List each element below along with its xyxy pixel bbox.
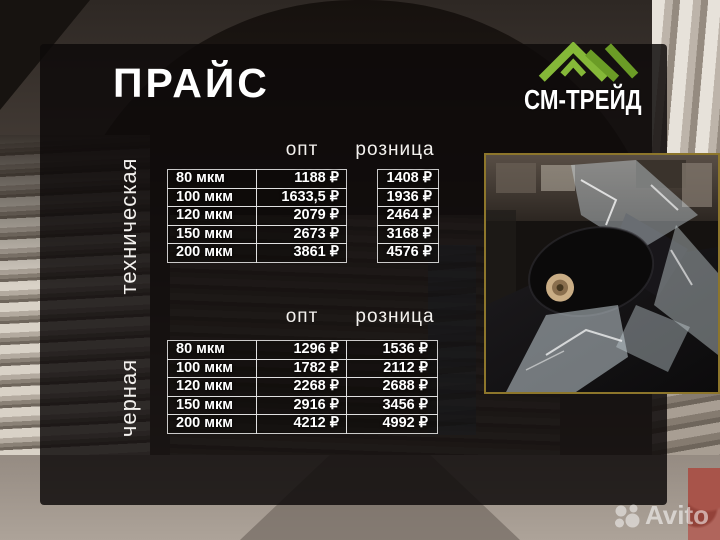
column-header-opt: опт [285,306,319,327]
page-title: ПРАЙС [113,60,270,106]
retail-price-cell: 2112 ₽ [346,358,438,378]
company-name: СМ-ТРЕЙД [524,84,642,115]
table-row: 200 мкм 3861 ₽ 4576 ₽ [167,243,440,263]
product-photo-black-film-roll [484,153,720,394]
opt-price-cell: 4212 ₽ [256,414,347,434]
retail-price-cell: 2464 ₽ [377,206,439,226]
opt-price-cell: 3861 ₽ [256,243,347,263]
retail-price-cell: 4576 ₽ [377,243,439,263]
avito-logo-icon [615,504,640,527]
thickness-cell: 100 мкм [167,358,257,378]
column-header-retail: розница [355,139,435,160]
thickness-cell: 80 мкм [167,169,257,189]
price-table: 80 мкм 1296 ₽ 1536 ₽ 100 мкм 1782 ₽ 2112… [167,340,440,434]
retail-price-cell: 1936 ₽ [377,187,439,207]
retail-price-cell: 2688 ₽ [346,377,438,397]
thickness-cell: 100 мкм [167,187,257,207]
thickness-cell: 80 мкм [167,340,257,360]
thickness-cell: 150 мкм [167,224,257,244]
opt-price-cell: 1782 ₽ [256,358,347,378]
retail-price-cell: 1408 ₽ [377,169,439,189]
black-film-roll-illustration [486,155,718,392]
opt-price-cell: 2079 ₽ [256,206,347,226]
opt-price-cell: 2673 ₽ [256,224,347,244]
opt-price-cell: 1633,5 ₽ [256,187,347,207]
table-row: 120 мкм 2079 ₽ 2464 ₽ [167,206,440,226]
retail-price-cell: 4992 ₽ [346,414,438,434]
thickness-cell: 200 мкм [167,414,257,434]
column-header-opt: опт [285,139,319,160]
opt-price-cell: 1188 ₽ [256,169,347,189]
company-logo: СМ-ТРЕЙД [524,42,666,116]
table-row: 100 мкм 1782 ₽ 2112 ₽ [167,358,440,378]
opt-price-cell: 1296 ₽ [256,340,347,360]
price-table: 80 мкм 1188 ₽ 1408 ₽ 100 мкм 1633,5 ₽ 19… [167,169,440,263]
opt-price-cell: 2268 ₽ [256,377,347,397]
table-row: 120 мкм 2268 ₽ 2688 ₽ [167,377,440,397]
section-label-technical: техническая [116,157,141,295]
table-row: 80 мкм 1296 ₽ 1536 ₽ [167,340,440,360]
table-row: 150 мкм 2673 ₽ 3168 ₽ [167,224,440,244]
watermark: Avito [612,500,709,531]
section-label-black: черная [116,358,141,438]
green-roofs-icon [538,42,639,82]
table-row: 200 мкм 4212 ₽ 4992 ₽ [167,414,440,434]
retail-price-cell: 1536 ₽ [346,340,438,360]
table-row: 150 мкм 2916 ₽ 3456 ₽ [167,395,440,415]
table-row: 80 мкм 1188 ₽ 1408 ₽ [167,169,440,189]
thickness-cell: 120 мкм [167,377,257,397]
thickness-cell: 120 мкм [167,206,257,226]
opt-price-cell: 2916 ₽ [256,395,347,415]
watermark-brand-text: Avito [645,500,710,530]
thickness-cell: 150 мкм [167,395,257,415]
thickness-cell: 200 мкм [167,243,257,263]
retail-price-cell: 3456 ₽ [346,395,438,415]
retail-price-cell: 3168 ₽ [377,224,439,244]
column-header-retail: розница [355,306,435,327]
red-bags-corner [688,468,720,540]
table-row: 100 мкм 1633,5 ₽ 1936 ₽ [167,187,440,207]
